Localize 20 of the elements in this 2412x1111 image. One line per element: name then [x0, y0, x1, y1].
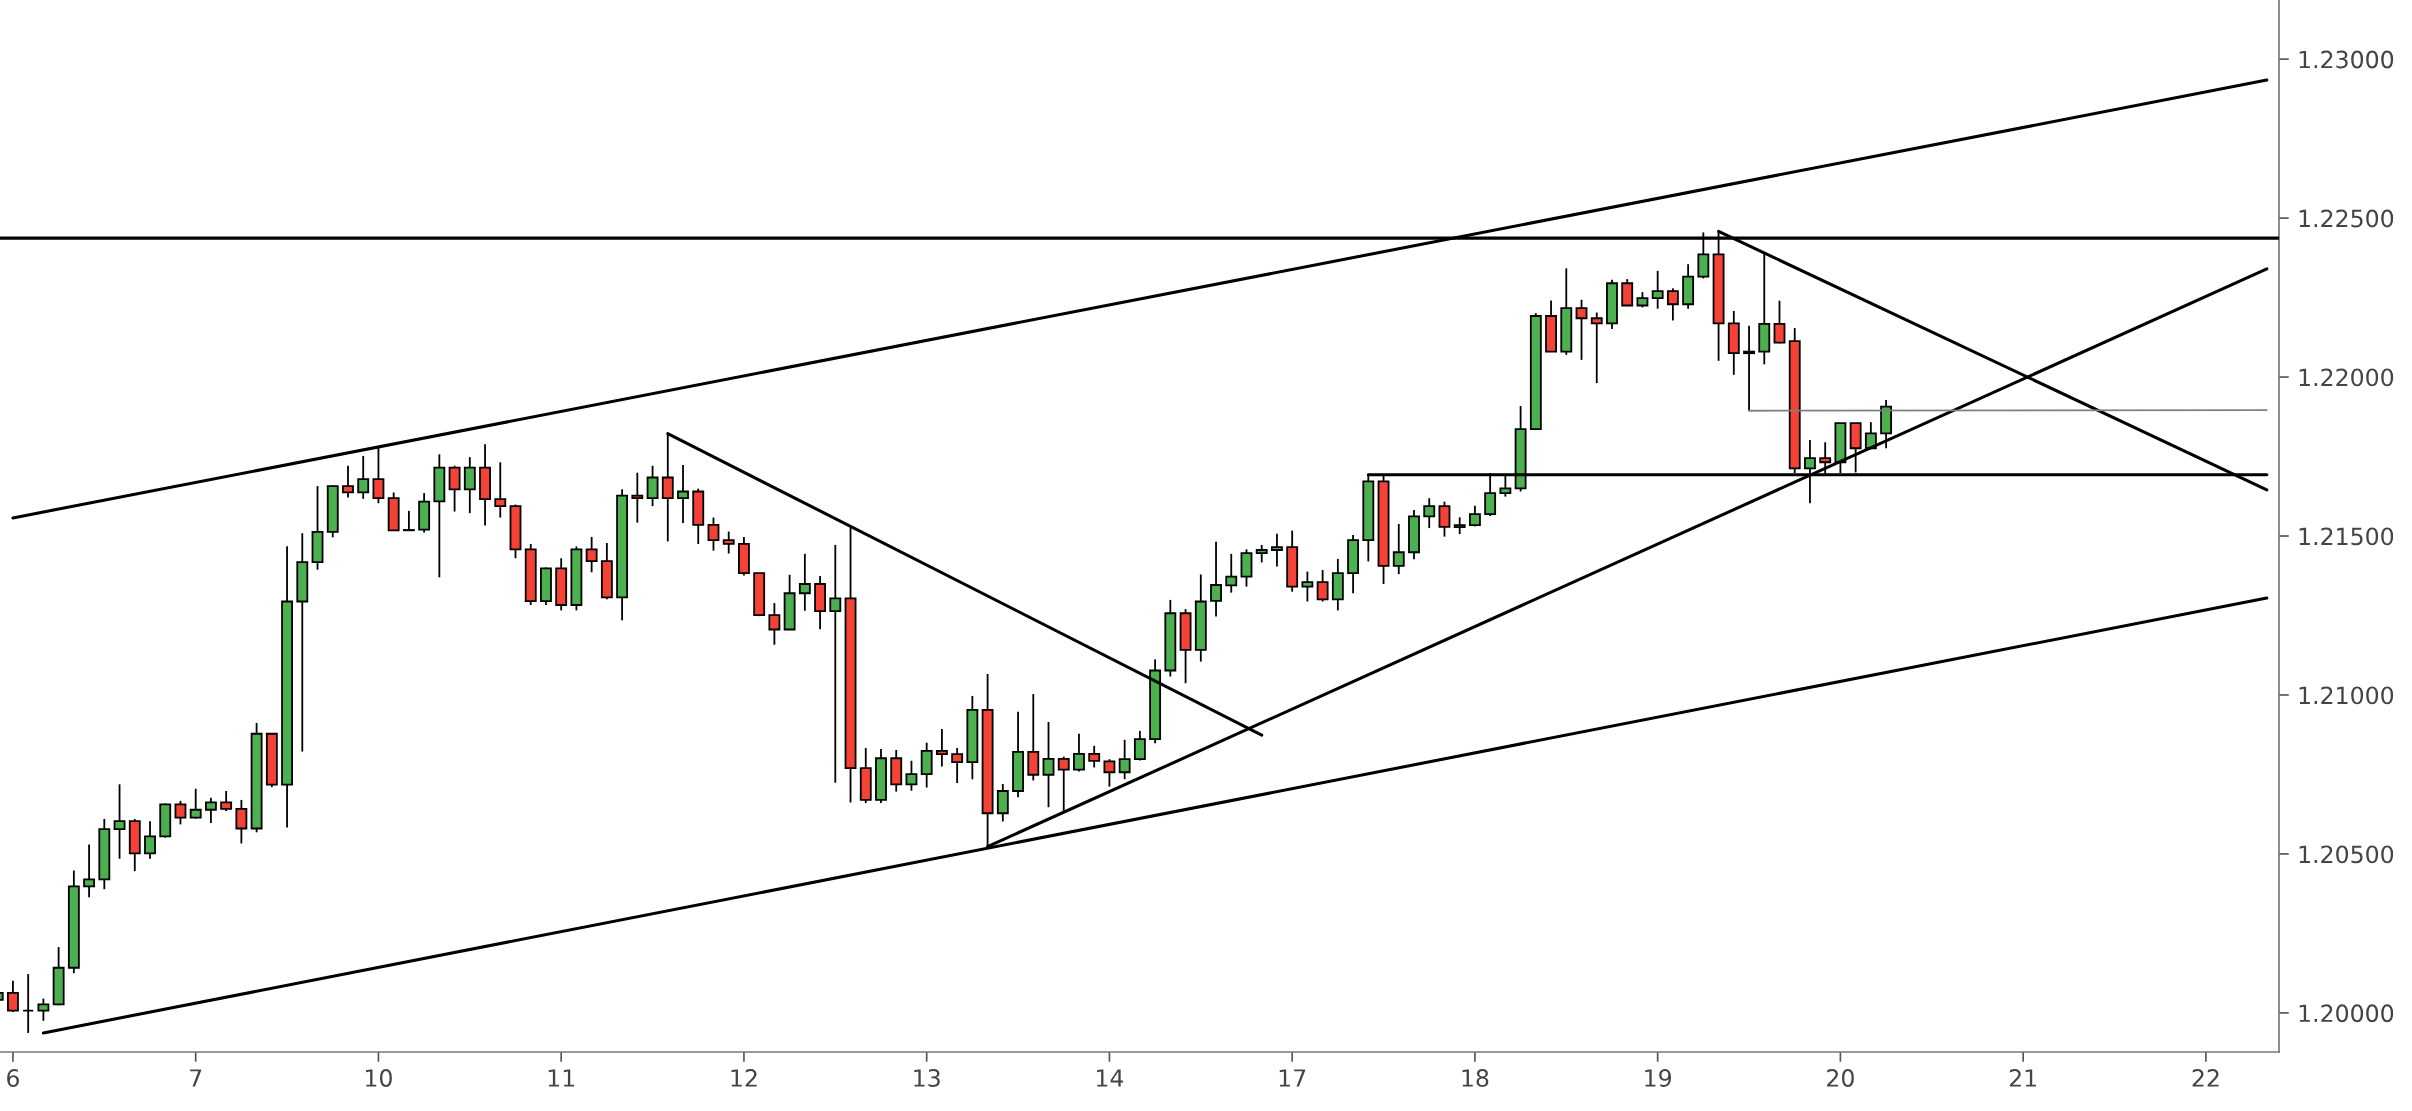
x-tick-label: 19 [1645, 1069, 1672, 1087]
y-tick-label: 1.20500 [2299, 845, 2394, 864]
x-tick-label: 22 [2192, 1069, 2219, 1087]
x-tick-label: 21 [2009, 1069, 2036, 1087]
x-tick-label: 7 [190, 1069, 202, 1087]
x-tick-label: 20 [1827, 1069, 1854, 1087]
x-tick-label: 17 [1279, 1069, 1306, 1087]
y-tick-label: 1.22000 [2299, 368, 2394, 387]
y-tick-label: 1.21000 [2299, 686, 2394, 705]
x-tick-label: 12 [731, 1069, 757, 1087]
x-tick-label: 14 [1096, 1069, 1124, 1087]
x-tick-label: 18 [1462, 1069, 1489, 1087]
y-tick-label: 1.23000 [2299, 50, 2394, 69]
x-tick-label: 13 [914, 1069, 940, 1087]
y-tick-label: 1.22500 [2299, 209, 2394, 228]
x-tick-label: 11 [548, 1069, 575, 1087]
y-tick-label: 1.20000 [2299, 1004, 2394, 1023]
x-tick-label: 6 [7, 1069, 19, 1087]
y-tick-label: 1.21500 [2299, 527, 2394, 546]
x-tick-label: 10 [366, 1069, 392, 1087]
